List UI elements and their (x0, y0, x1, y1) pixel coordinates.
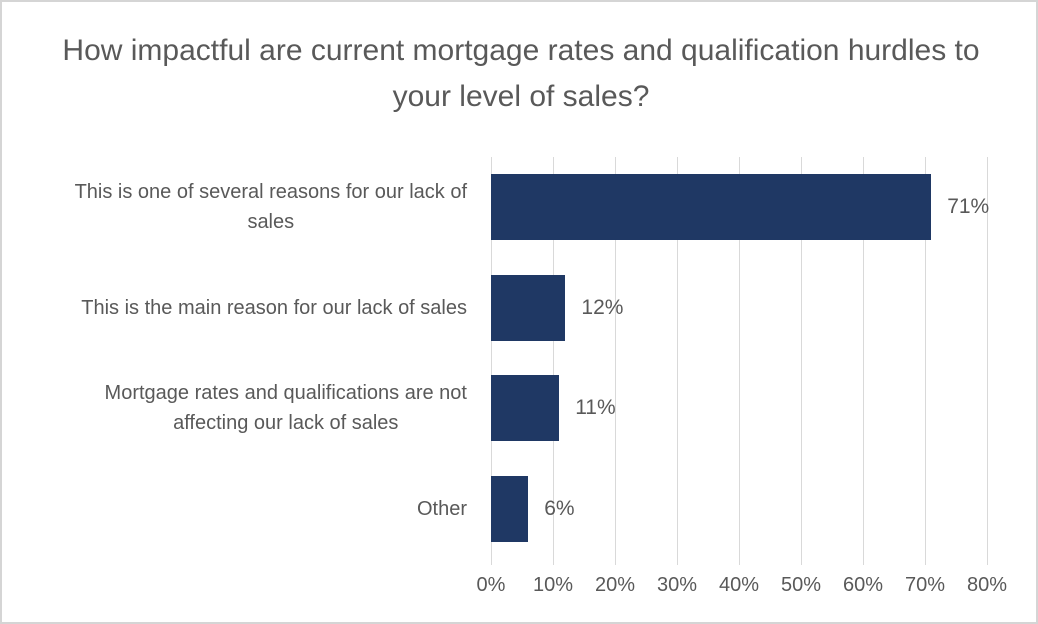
bar (491, 475, 529, 542)
category-label-row: Mortgage rates and qualifications are no… (10, 358, 467, 459)
value-axis: 0% 10% 20% 30% 40% 50% 60% 70% 80% (477, 574, 1007, 604)
category-label-row: This is one of several reasons for our l… (10, 157, 467, 258)
x-tick-label: 50% (780, 574, 822, 596)
x-tick-label: 30% (656, 574, 698, 596)
bar-value-label: 12% (581, 295, 624, 319)
gridline (552, 157, 554, 565)
gridline (924, 157, 926, 565)
bar-value-label: 6% (544, 496, 575, 520)
gridline (490, 157, 492, 565)
gridline (862, 157, 864, 565)
chart-title: How impactful are current mortgage rates… (62, 34, 980, 113)
gridline (800, 157, 802, 565)
bar-value-label: 11% (575, 396, 616, 420)
category-label: Other (416, 497, 467, 520)
x-tick-label: 10% (532, 574, 574, 596)
category-label: This is one of several reasons for our l… (74, 181, 467, 234)
plot-area: 71% 12% 11% 6% (490, 157, 990, 565)
x-tick-label: 80% (966, 574, 1008, 596)
bar (491, 174, 932, 241)
bar-value-label: 71% (947, 195, 990, 219)
bar (491, 375, 560, 442)
category-label: Mortgage rates and qualifications are no… (104, 382, 467, 435)
category-axis: This is one of several reasons for our l… (10, 157, 467, 559)
x-tick-label: 70% (904, 574, 946, 596)
category-label-row: Other (10, 459, 467, 560)
x-tick-label: 60% (842, 574, 884, 596)
gridline (738, 157, 740, 565)
bar (491, 274, 566, 341)
gridline (986, 157, 988, 565)
x-tick-label: 20% (594, 574, 636, 596)
x-tick-label: 40% (718, 574, 760, 596)
gridline (614, 157, 616, 565)
gridline (676, 157, 678, 565)
category-label: This is the main reason for our lack of … (81, 296, 467, 319)
category-label-row: This is the main reason for our lack of … (10, 258, 467, 359)
x-tick-label: 0% (476, 574, 506, 596)
